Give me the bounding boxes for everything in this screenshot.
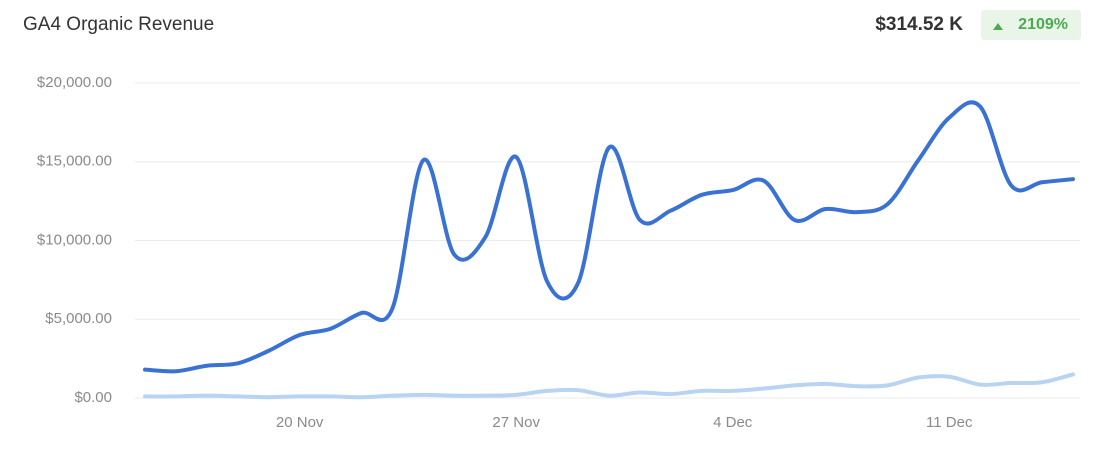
x-tick-label: 11 Dec (926, 414, 973, 431)
x-tick-label: 20 Nov (276, 414, 324, 431)
y-tick-label: $10,000.00 (37, 231, 112, 248)
change-value: 2109% (1018, 16, 1068, 33)
y-tick-label: $0.00 (74, 389, 112, 406)
y-tick-label: $15,000.00 (37, 153, 112, 170)
x-tick-label: 27 Nov (492, 414, 540, 431)
series-line (143, 372, 1075, 400)
change-badge (981, 10, 1081, 40)
up-arrow (993, 23, 1003, 30)
total-value: $314.52 K (875, 14, 963, 35)
y-tick-label: $20,000.00 (37, 74, 112, 91)
series-line (143, 100, 1075, 374)
x-tick-label: 4 Dec (713, 414, 753, 431)
chart-title: GA4 Organic Revenue (23, 14, 214, 35)
y-tick-label: $5,000.00 (45, 310, 112, 327)
